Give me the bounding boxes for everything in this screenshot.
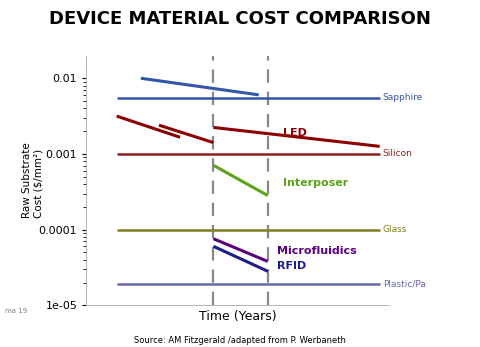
Text: RFID: RFID — [277, 261, 306, 271]
Text: Silicon: Silicon — [383, 150, 413, 159]
Text: Glass: Glass — [383, 225, 407, 234]
Text: Plastic/Pa: Plastic/Pa — [383, 280, 426, 289]
Text: ma 19: ma 19 — [5, 308, 27, 314]
X-axis label: Time (Years): Time (Years) — [199, 310, 276, 322]
Text: Source: AM Fitzgerald /adapted from P. Werbaneth: Source: AM Fitzgerald /adapted from P. W… — [134, 336, 346, 345]
Text: Sapphire: Sapphire — [383, 93, 423, 102]
Text: LED: LED — [283, 128, 307, 138]
Text: Microfluidics: Microfluidics — [277, 246, 357, 256]
Text: DEVICE MATERIAL COST COMPARISON: DEVICE MATERIAL COST COMPARISON — [49, 10, 431, 28]
Text: Interposer: Interposer — [283, 178, 348, 188]
Y-axis label: Raw Substrate
Cost ($/mm²): Raw Substrate Cost ($/mm²) — [23, 143, 44, 218]
